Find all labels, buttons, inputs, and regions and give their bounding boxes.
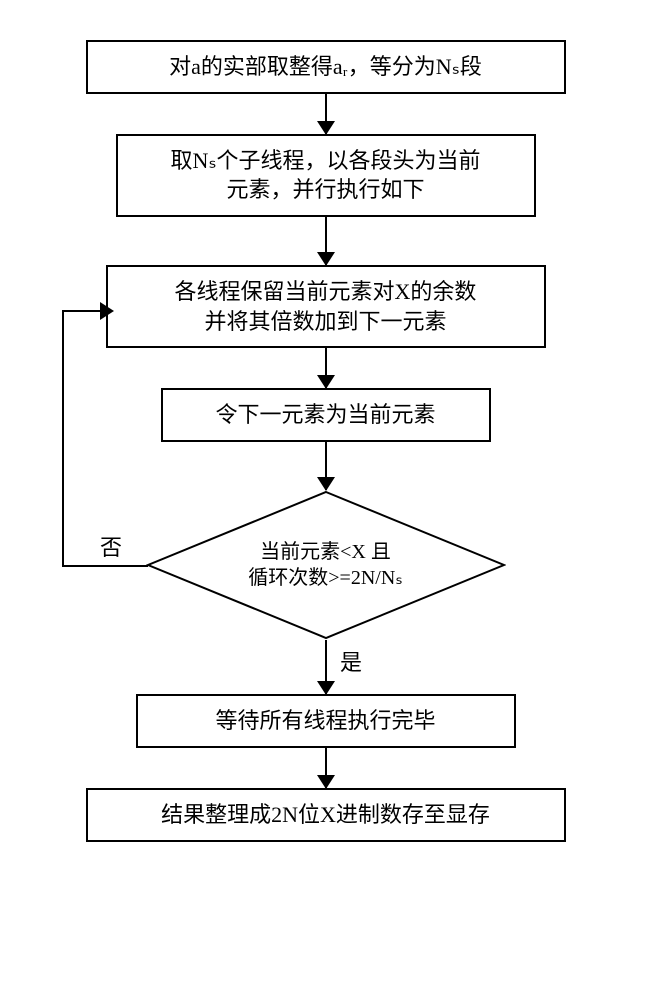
step-6-text: 结果整理成2N位X进制数存至显存 [161,802,490,827]
step-4-text: 令下一元素为当前元素 [215,402,435,427]
step-2-box: 取Nₛ个子线程，以各段头为当前 元素，并行执行如下 [116,134,536,217]
step-4-box: 令下一元素为当前元素 [161,388,491,442]
arrow-5 [325,640,327,694]
step-5-box: 等待所有线程执行完毕 [136,694,516,748]
diamond-text: 当前元素<X 且 循环次数>=2N/Nₛ [146,490,506,640]
loop-arrowhead [100,302,114,320]
step-6-box: 结果整理成2N位X进制数存至显存 [86,788,566,842]
arrow-1 [325,94,327,134]
flowchart-container: 对a的实部取整得aᵣ，等分为Nₛ段 取Nₛ个子线程，以各段头为当前 元素，并行执… [66,40,586,842]
arrow-4 [325,442,327,490]
step-3-text-1: 各线程保留当前元素对X的余数 [175,279,477,304]
step-5-text: 等待所有线程执行完毕 [215,708,435,733]
loop-horizontal-top [62,310,102,312]
loop-vertical [62,310,64,567]
step-2-text-1: 取Nₛ个子线程，以各段头为当前 [170,148,480,173]
step-2-text-2: 元素，并行执行如下 [226,177,424,202]
loop-horizontal-bottom [62,565,148,567]
arrow-6 [325,748,327,788]
diamond-line1: 当前元素<X 且 [260,539,391,565]
arrow-2 [325,217,327,265]
decision-diamond: 当前元素<X 且 循环次数>=2N/Nₛ [146,490,506,640]
diamond-line2: 循环次数>=2N/Nₛ [248,565,402,591]
step-3-text-2: 并将其倍数加到下一元素 [204,309,446,334]
label-no: 否 [100,530,122,562]
step-1-text: 对a的实部取整得aᵣ，等分为Nₛ段 [169,54,482,79]
label-yes: 是 [340,645,362,677]
step-1-box: 对a的实部取整得aᵣ，等分为Nₛ段 [86,40,566,94]
step-3-box: 各线程保留当前元素对X的余数 并将其倍数加到下一元素 [106,265,546,348]
arrow-3 [325,348,327,388]
